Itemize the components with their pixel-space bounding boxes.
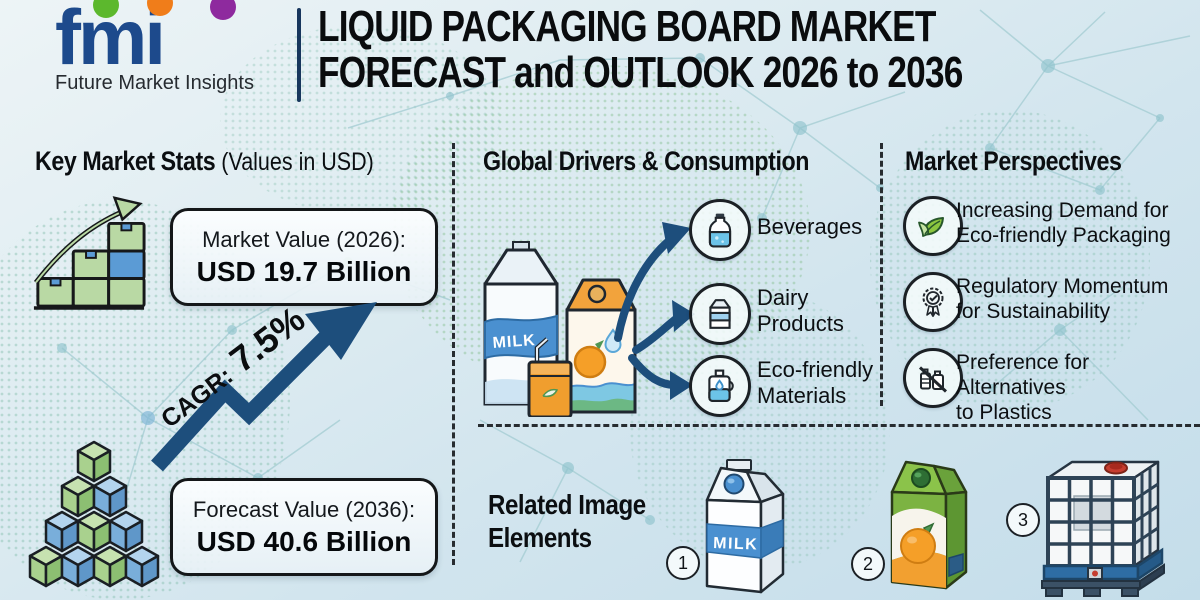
forecast-value-label: Forecast Value (2036):	[192, 496, 416, 522]
driver-label-eco: Eco-friendly Materials	[757, 357, 874, 408]
title-line-2: FORECAST and OUTLOOK 2026 to 2036	[318, 48, 963, 97]
badge-2: 2	[851, 547, 885, 581]
badge-3: 3	[1006, 503, 1040, 537]
alternatives-ring	[903, 348, 963, 408]
box-pyramid-icon	[28, 440, 160, 588]
driver-arrows	[614, 222, 695, 400]
logo-dot-orange	[147, 0, 173, 16]
related-ibc-tote	[1041, 460, 1165, 597]
market-value-label: Market Value (2026):	[202, 226, 406, 252]
medal-icon	[922, 287, 944, 317]
market-value-card: Market Value (2026): USD 19.7 Billion	[170, 208, 438, 306]
perspective-label-eco-demand: Increasing Demand for Eco-friendly Packa…	[956, 199, 1171, 247]
perspective-label-regulatory: Regulatory Momentum for Sustainability	[956, 275, 1169, 323]
badge-1: 1	[666, 546, 700, 580]
perspective-label-alternatives: Preference for Alternatives to Plastics	[956, 351, 1090, 424]
cagr-text: CAGR: 7.5%	[156, 298, 335, 440]
related-juice-carton	[890, 460, 968, 590]
driver-label-dairy: Dairy Products	[757, 285, 844, 336]
key-stats-heading-bold: Key Market Stats	[35, 146, 216, 176]
perspectives-heading: Market Perspectives	[905, 146, 1122, 176]
key-stats-heading: Key Market Stats (Values in USD)	[35, 146, 429, 177]
key-stats-heading-note: (Values in USD)	[221, 148, 374, 176]
no-plastics-icon	[918, 366, 948, 393]
regulatory-ring	[903, 272, 963, 332]
dairy-carton-icon	[709, 299, 731, 329]
beverages-ring	[689, 199, 751, 261]
title-line-1: LIQUID PACKAGING BOARD MARKET	[318, 2, 936, 51]
forecast-value: USD 40.6 Billion	[196, 525, 412, 557]
eco-materials-ring	[689, 355, 751, 417]
eco-demand-ring	[903, 196, 963, 256]
related-heading: Related Image Elements	[488, 489, 646, 553]
growth-boxes-icon	[33, 196, 146, 310]
divider-horizontal	[478, 424, 1200, 427]
divider-middle-right	[880, 143, 883, 406]
drivers-heading: Global Drivers & Consumption	[483, 146, 809, 176]
fmi-logo: fmi Future Market Insights	[55, 0, 254, 95]
milk-bottle-icon	[708, 213, 732, 248]
dairy-ring	[689, 283, 751, 345]
eco-jug-icon	[708, 369, 734, 402]
cagr-arrow	[151, 302, 377, 472]
logo-dot-green	[93, 0, 119, 18]
divider-left-middle	[452, 143, 455, 565]
logo-dot-purple	[210, 0, 236, 20]
market-value: USD 19.7 Billion	[196, 255, 412, 287]
header-divider	[297, 8, 301, 102]
page-title: LIQUID PACKAGING BOARD MARKET FORECAST a…	[318, 4, 1124, 96]
driver-label-beverages: Beverages	[757, 214, 863, 239]
related-milk-text: MILK	[713, 535, 759, 554]
milk-carton-text: MILK	[492, 332, 536, 352]
leaf-icon	[918, 217, 944, 237]
logo-tagline: Future Market Insights	[55, 72, 254, 94]
related-milk-carton: MILK	[705, 459, 785, 594]
forecast-value-card: Forecast Value (2036): USD 40.6 Billion	[170, 478, 438, 576]
cartons-illustration: MILK	[483, 241, 637, 417]
